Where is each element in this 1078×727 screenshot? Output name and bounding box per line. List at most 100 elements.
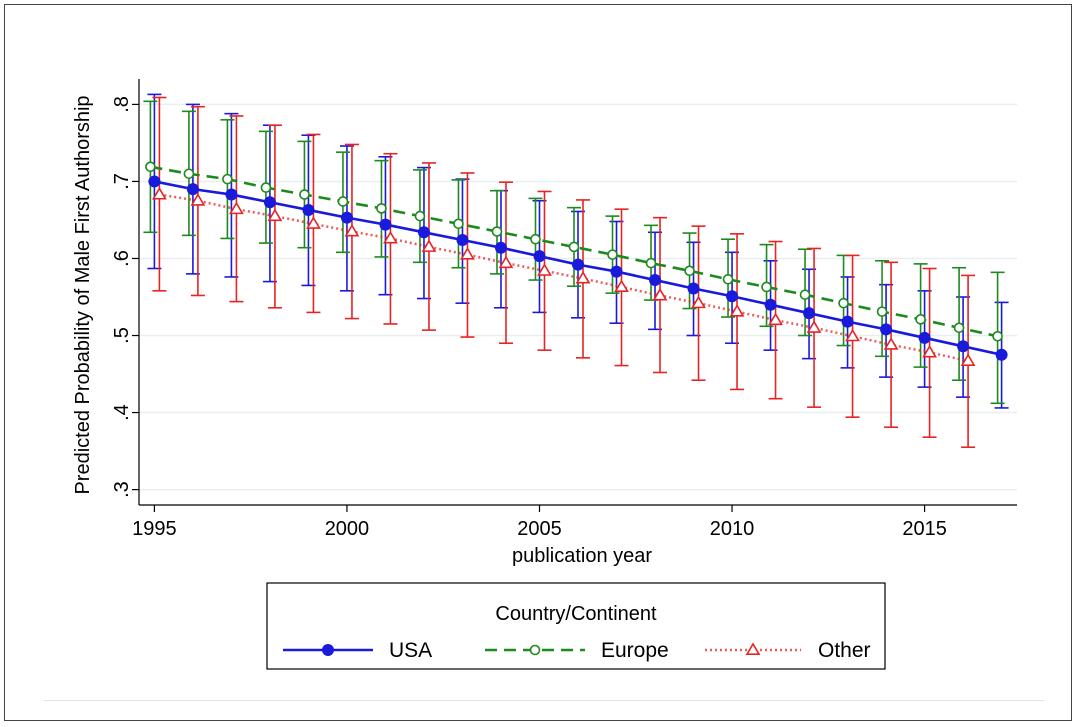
point-other	[922, 344, 937, 358]
error-bars	[143, 93, 1009, 449]
point-usa	[995, 348, 1008, 361]
legend-label: Europe	[601, 639, 669, 662]
point-usa	[841, 315, 854, 328]
x-axis-label: publication year	[512, 545, 652, 567]
y-tick-label: .6	[111, 250, 133, 267]
legend-label: Other	[818, 639, 871, 662]
point-europe	[145, 161, 156, 173]
point-europe	[992, 330, 1003, 342]
point-usa	[148, 175, 161, 188]
point-other	[652, 287, 668, 301]
point-europe	[761, 281, 772, 293]
point-other	[229, 201, 244, 215]
point-other	[691, 295, 706, 309]
point-usa	[494, 241, 507, 254]
point-europe	[299, 189, 310, 200]
point-europe	[222, 173, 233, 185]
point-usa	[302, 203, 315, 216]
point-other	[421, 239, 437, 252]
point-other	[960, 353, 976, 366]
y-axis-label: Predicted Probability of Male First Auth…	[72, 95, 94, 494]
point-usa	[957, 340, 970, 353]
y-tick-label: .5	[111, 327, 133, 344]
point-europe	[568, 241, 580, 253]
point-usa	[456, 233, 469, 246]
point-other	[344, 223, 360, 237]
point-other	[306, 216, 321, 229]
point-other	[537, 263, 552, 276]
point-other	[614, 279, 629, 292]
series-markers	[145, 161, 1008, 366]
x-tick-label: 1995	[132, 518, 177, 540]
grid-lines	[139, 103, 1017, 491]
point-usa	[610, 265, 623, 278]
y-tick-label: .7	[111, 173, 133, 190]
point-usa	[803, 307, 816, 320]
legend-marker	[322, 644, 334, 656]
x-tick-label: 2010	[710, 518, 755, 540]
point-other	[575, 270, 591, 284]
legend-items: USA Europe Other	[283, 639, 871, 662]
legend-item-other: Other	[705, 639, 871, 662]
legend: Country/Continent USA Europe Other	[266, 582, 886, 670]
point-europe	[953, 322, 965, 334]
point-europe	[183, 168, 195, 180]
axes	[132, 79, 1017, 512]
point-europe	[530, 233, 541, 245]
point-usa	[649, 274, 662, 287]
legend-marker	[529, 644, 541, 656]
legend-title: Country/Continent	[495, 603, 657, 625]
point-europe	[915, 314, 926, 325]
point-usa	[417, 226, 430, 239]
point-usa	[918, 331, 931, 344]
point-europe	[722, 273, 734, 285]
point-europe	[876, 306, 888, 317]
point-usa	[340, 211, 353, 224]
point-other	[498, 255, 514, 269]
point-usa	[764, 298, 777, 311]
point-europe	[453, 218, 464, 230]
point-other	[806, 320, 822, 333]
y-tick-label: .3	[111, 481, 133, 498]
legend-marker	[745, 642, 761, 656]
point-europe	[376, 203, 387, 214]
point-usa	[225, 188, 238, 201]
legend-label: USA	[389, 639, 432, 662]
tick-labels: .3 .4 .5 .6 .7 .8 1995 2000 2005 2010 2015	[111, 96, 947, 540]
point-europe	[260, 182, 272, 193]
legend-item-europe: Europe	[485, 639, 669, 662]
point-europe	[645, 257, 657, 269]
point-other	[768, 312, 783, 326]
point-usa	[186, 183, 199, 196]
point-other	[883, 337, 899, 350]
point-europe	[337, 196, 349, 207]
point-other	[190, 193, 206, 206]
point-europe	[414, 210, 426, 222]
x-tick-label: 2005	[517, 518, 562, 540]
point-other	[152, 186, 167, 200]
point-usa	[263, 196, 276, 209]
point-usa	[379, 218, 392, 231]
y-tick-label: .8	[111, 96, 133, 113]
point-other	[383, 230, 398, 244]
point-other	[267, 208, 283, 222]
figure-frame: .3 .4 .5 .6 .7 .8 1995 2000 2005 2010 2015 Predict…	[4, 4, 1072, 721]
series-line-europe	[150, 165, 998, 338]
chart: .3 .4 .5 .6 .7 .8 1995 2000 2005 2010 2015 Predict…	[72, 79, 1017, 670]
point-usa	[687, 282, 700, 295]
point-other	[460, 247, 475, 260]
point-europe	[607, 249, 618, 260]
point-usa	[726, 290, 739, 303]
point-usa	[880, 323, 893, 336]
point-usa	[572, 258, 584, 271]
divider	[44, 700, 1044, 701]
x-tick-label: 2000	[325, 518, 370, 540]
point-europe	[491, 226, 503, 237]
legend-box	[266, 582, 886, 670]
point-usa	[533, 250, 546, 263]
point-europe	[684, 265, 695, 277]
x-tick-label: 2015	[902, 518, 947, 540]
point-europe	[799, 289, 811, 300]
y-tick-label: .4	[111, 404, 133, 421]
point-other	[729, 304, 745, 317]
